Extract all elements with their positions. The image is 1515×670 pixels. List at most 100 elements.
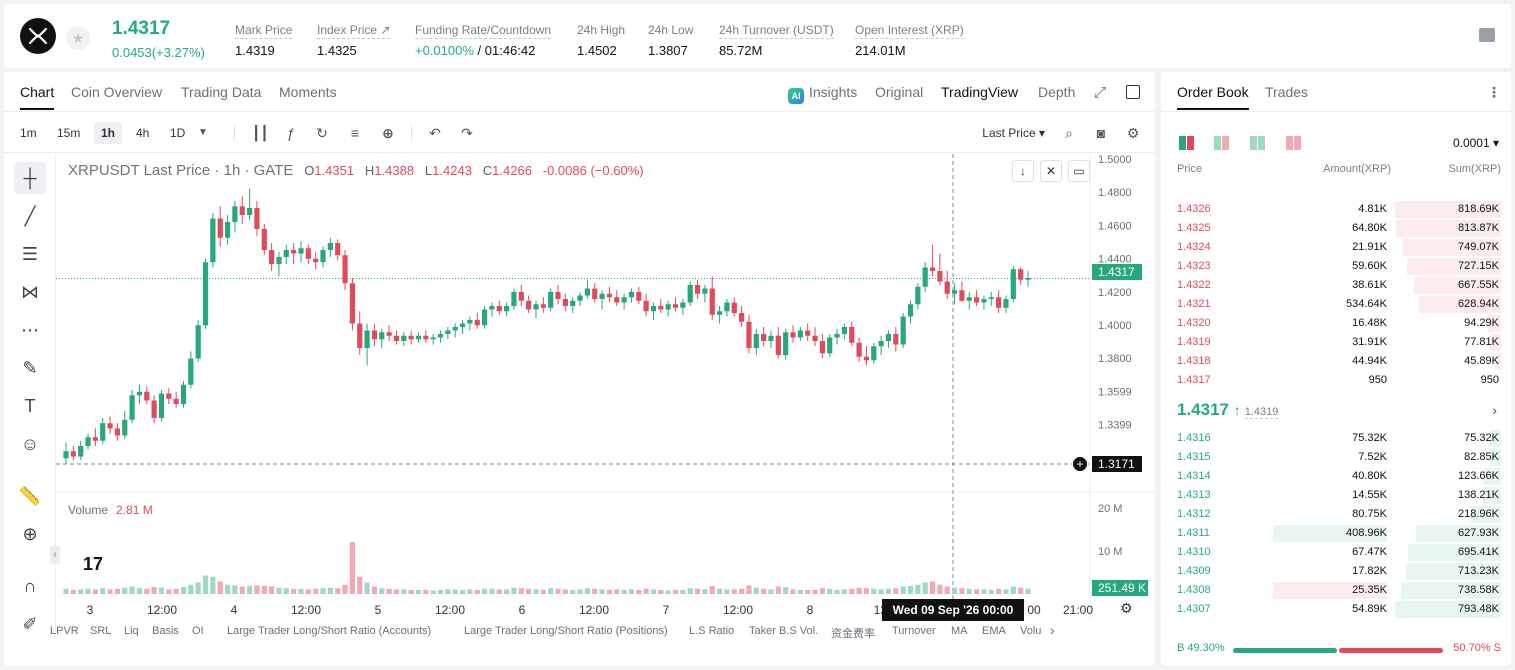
stat-label[interactable]: Mark Price bbox=[235, 23, 293, 39]
crosshair-icon[interactable]: ┼ bbox=[14, 162, 46, 194]
ask-row[interactable]: 1.4322 38.61K 667.55K bbox=[1161, 276, 1511, 295]
price-chart[interactable]: 1.5000 1.4800 1.4600 1.4400 1.4200 1.4000 1.38… bbox=[50, 154, 1155, 666]
ask-row[interactable]: 1.4321 534.64K 628.94K bbox=[1161, 295, 1511, 314]
bid-row[interactable]: 1.4316 75.32K 75.32K bbox=[1161, 429, 1511, 448]
collapse-icon[interactable]: ✕ bbox=[1040, 160, 1062, 182]
replay-icon[interactable]: ↻ bbox=[316, 125, 328, 141]
indicator-item[interactable]: Liq bbox=[124, 625, 139, 637]
search-icon[interactable]: ⌕ bbox=[1065, 125, 1073, 141]
tick-size-select[interactable]: 0.0001 ▾ bbox=[1452, 136, 1499, 150]
bid-row[interactable]: 1.4310 67.47K 695.41K bbox=[1161, 543, 1511, 562]
indicator-item[interactable]: MA bbox=[951, 625, 968, 637]
arrow-down-icon[interactable]: ↓ bbox=[1012, 160, 1034, 182]
interval-1h[interactable]: 1h bbox=[94, 122, 123, 144]
bids-only-icon[interactable] bbox=[1250, 136, 1266, 150]
stat-label[interactable]: Open Interest (XRP) bbox=[855, 23, 964, 39]
maximize-icon[interactable]: ▭ bbox=[1068, 160, 1090, 182]
stat-label[interactable]: 24h Turnover (USDT) bbox=[719, 23, 834, 39]
trend-line-icon[interactable]: ╱ bbox=[24, 206, 36, 226]
book-icon[interactable] bbox=[1479, 28, 1495, 42]
tab-trades[interactable]: Trades bbox=[1265, 84, 1309, 100]
chevron-down-icon[interactable]: ▼ bbox=[198, 127, 208, 138]
stat-label[interactable]: Index Price ↗ bbox=[317, 23, 391, 39]
indicators-icon[interactable]: ƒ bbox=[287, 125, 295, 141]
volume-bar bbox=[232, 585, 238, 594]
ask-row[interactable]: 1.4325 64.80K 813.87K bbox=[1161, 219, 1511, 238]
camera-icon[interactable]: ◙ bbox=[1096, 125, 1106, 141]
indicator-item[interactable]: Turnover bbox=[892, 625, 936, 637]
emoji-icon[interactable]: ☺ bbox=[20, 434, 40, 454]
tab-chart[interactable]: Chart bbox=[20, 84, 55, 110]
bid-row[interactable]: 1.4307 54.89K 793.48K bbox=[1161, 600, 1511, 619]
indicator-item[interactable]: Taker B.S Vol. bbox=[749, 625, 819, 637]
interval-15m[interactable]: 15m bbox=[57, 126, 81, 140]
funding-rate-value: +0.0100% bbox=[415, 43, 474, 58]
ask-row[interactable]: 1.4324 21.91K 749.07K bbox=[1161, 238, 1511, 257]
indicator-item[interactable]: LPVR bbox=[50, 625, 79, 637]
indicator-item[interactable]: Large Trader Long/Short Ratio (Positions… bbox=[464, 625, 668, 637]
chevron-left-icon[interactable]: ‹ bbox=[50, 546, 60, 564]
prediction-icon[interactable]: ⋯ bbox=[21, 320, 39, 340]
both-sides-view-icon[interactable] bbox=[1179, 136, 1195, 150]
bid-row[interactable]: 1.4308 25.35K 738.58K bbox=[1161, 581, 1511, 600]
bid-row[interactable]: 1.4309 17.82K 713.23K bbox=[1161, 562, 1511, 581]
text-icon[interactable]: T bbox=[24, 396, 36, 416]
magnet-icon[interactable]: ∩ bbox=[23, 576, 37, 596]
indicator-item[interactable]: Volu bbox=[1020, 625, 1042, 637]
templates-icon[interactable]: ≡ bbox=[350, 125, 360, 141]
chevron-right-icon[interactable]: › bbox=[1492, 402, 1497, 418]
window-icon[interactable] bbox=[1126, 85, 1140, 99]
tab-order-book[interactable]: Order Book bbox=[1177, 84, 1249, 110]
indicator-item[interactable]: OI bbox=[192, 625, 204, 637]
candles-icon[interactable]: ┃┃ bbox=[252, 125, 269, 141]
bid-row[interactable]: 1.4315 7.52K 82.85K bbox=[1161, 448, 1511, 467]
view-tradingview[interactable]: TradingView bbox=[941, 84, 1019, 100]
indicator-item[interactable]: 资金费率 bbox=[831, 628, 875, 640]
indicator-item[interactable]: Basis bbox=[152, 625, 179, 637]
indicator-item[interactable]: Large Trader Long/Short Ratio (Accounts) bbox=[227, 625, 432, 637]
settings-icon[interactable]: ⚙ bbox=[1120, 600, 1133, 616]
ask-row[interactable]: 1.4326 4.81K 818.69K bbox=[1161, 200, 1511, 219]
tab-trading-data[interactable]: Trading Data bbox=[181, 84, 262, 100]
interval-4h[interactable]: 4h bbox=[136, 126, 150, 140]
ask-row[interactable]: 1.4319 31.91K 77.81K bbox=[1161, 333, 1511, 352]
zoom-icon[interactable]: ⊕ bbox=[22, 524, 38, 544]
ask-row[interactable]: 1.4320 16.48K 94.29K bbox=[1161, 314, 1511, 333]
ask-row[interactable]: 1.4317 950 950 bbox=[1161, 371, 1511, 390]
pencil-lock-icon[interactable]: ✐ bbox=[22, 614, 38, 634]
bid-row[interactable]: 1.4314 40.80K 123.66K bbox=[1161, 467, 1511, 486]
asks-only-icon[interactable] bbox=[1286, 136, 1302, 150]
fib-lines-icon[interactable]: ☰ bbox=[21, 244, 39, 264]
indicator-item[interactable]: SRL bbox=[90, 625, 112, 637]
stat-label[interactable]: Funding Rate/Countdown bbox=[415, 23, 552, 39]
price-source-select[interactable]: Last Price ▾ bbox=[982, 126, 1045, 140]
undo-icon[interactable]: ↶ bbox=[429, 125, 441, 141]
favorite-star-icon[interactable]: ★ bbox=[66, 26, 90, 50]
tab-moments[interactable]: Moments bbox=[279, 84, 337, 100]
view-depth[interactable]: Depth bbox=[1038, 84, 1076, 100]
view-original[interactable]: Original bbox=[875, 84, 924, 100]
add-alert-icon[interactable]: + bbox=[1072, 456, 1088, 472]
ask-row[interactable]: 1.4323 59.60K 727.15K bbox=[1161, 257, 1511, 276]
chart-canvas[interactable]: 1.5000 1.4800 1.4600 1.4400 1.4200 1.4000 1.38… bbox=[56, 154, 1155, 619]
add-indicator-icon[interactable]: ⊕ bbox=[382, 125, 394, 141]
chevron-right-icon[interactable]: › bbox=[1050, 622, 1055, 638]
pattern-icon[interactable]: ⋈ bbox=[21, 282, 39, 302]
bid-row[interactable]: 1.4313 14.55K 138.21K bbox=[1161, 486, 1511, 505]
interval-1m[interactable]: 1m bbox=[20, 126, 37, 140]
bid-row[interactable]: 1.4312 80.75K 218.96K bbox=[1161, 505, 1511, 524]
interval-1d[interactable]: 1D bbox=[170, 126, 186, 140]
expand-icon[interactable]: ⤢ bbox=[1094, 84, 1107, 101]
gear-icon[interactable]: ⚙ bbox=[1126, 125, 1140, 141]
bid-row[interactable]: 1.4311 408.96K 627.93K bbox=[1161, 524, 1511, 543]
ruler-icon[interactable]: 📏 bbox=[18, 486, 42, 506]
brush-icon[interactable]: ✎ bbox=[22, 358, 38, 378]
indicator-item[interactable]: L.S Ratio bbox=[689, 625, 735, 637]
indicator-item[interactable]: EMA bbox=[982, 625, 1006, 637]
tab-coin-overview[interactable]: Coin Overview bbox=[71, 84, 163, 100]
insights-button[interactable]: AI Insights bbox=[788, 84, 857, 104]
ask-row[interactable]: 1.4318 44.94K 45.89K bbox=[1161, 352, 1511, 371]
more-options-icon[interactable]: ⋮ bbox=[1487, 84, 1501, 100]
mixed-view-icon[interactable] bbox=[1214, 136, 1230, 150]
redo-icon[interactable]: ↷ bbox=[461, 125, 473, 141]
